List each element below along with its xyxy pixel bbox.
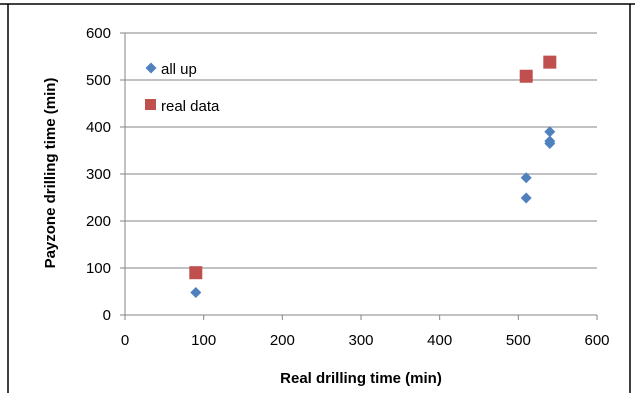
- legend-marker-all-up: [145, 62, 157, 74]
- y-tick-label-100: 100: [86, 260, 111, 277]
- x-tick-label-100: 100: [191, 332, 216, 349]
- point-all-up-5: [544, 137, 556, 149]
- y-tick-label-300: 300: [86, 166, 111, 183]
- x-tick-label-200: 200: [270, 332, 295, 349]
- x-tick-label-400: 400: [427, 332, 452, 349]
- y-tick-label-400: 400: [86, 119, 111, 136]
- legend-label-all-up: all up: [161, 61, 197, 78]
- y-tick-label-600: 600: [86, 25, 111, 42]
- x-tick-label-0: 0: [121, 332, 129, 349]
- x-axis-title: Real drilling time (min): [280, 370, 442, 387]
- point-all-up-1: [520, 172, 532, 184]
- x-tick-label-500: 500: [506, 332, 531, 349]
- point-real-data-0: [189, 266, 203, 280]
- y-axis-title: Payzone drilling time (min): [42, 78, 59, 269]
- data-points: [189, 55, 557, 298]
- y-tick-label-200: 200: [86, 213, 111, 230]
- y-tick-label-0: 0: [103, 307, 111, 324]
- tick-labels: 0 100 200 300 400 500 600 0 100 200 300 400 500 600: [86, 25, 610, 349]
- x-tick-label-300: 300: [348, 332, 373, 349]
- point-real-data-1: [519, 69, 533, 83]
- point-all-up-0: [190, 286, 202, 298]
- point-all-up-3: [544, 126, 556, 138]
- point-real-data-2: [543, 55, 557, 69]
- y-tick-label-500: 500: [86, 72, 111, 89]
- axes: [120, 32, 598, 320]
- gridlines: [125, 32, 597, 269]
- x-tick-label-600: 600: [584, 332, 609, 349]
- legend-marker-real-data: [145, 99, 156, 110]
- legend: all up real data: [145, 61, 220, 115]
- point-all-up-2: [520, 192, 532, 204]
- legend-label-real-data: real data: [161, 98, 220, 115]
